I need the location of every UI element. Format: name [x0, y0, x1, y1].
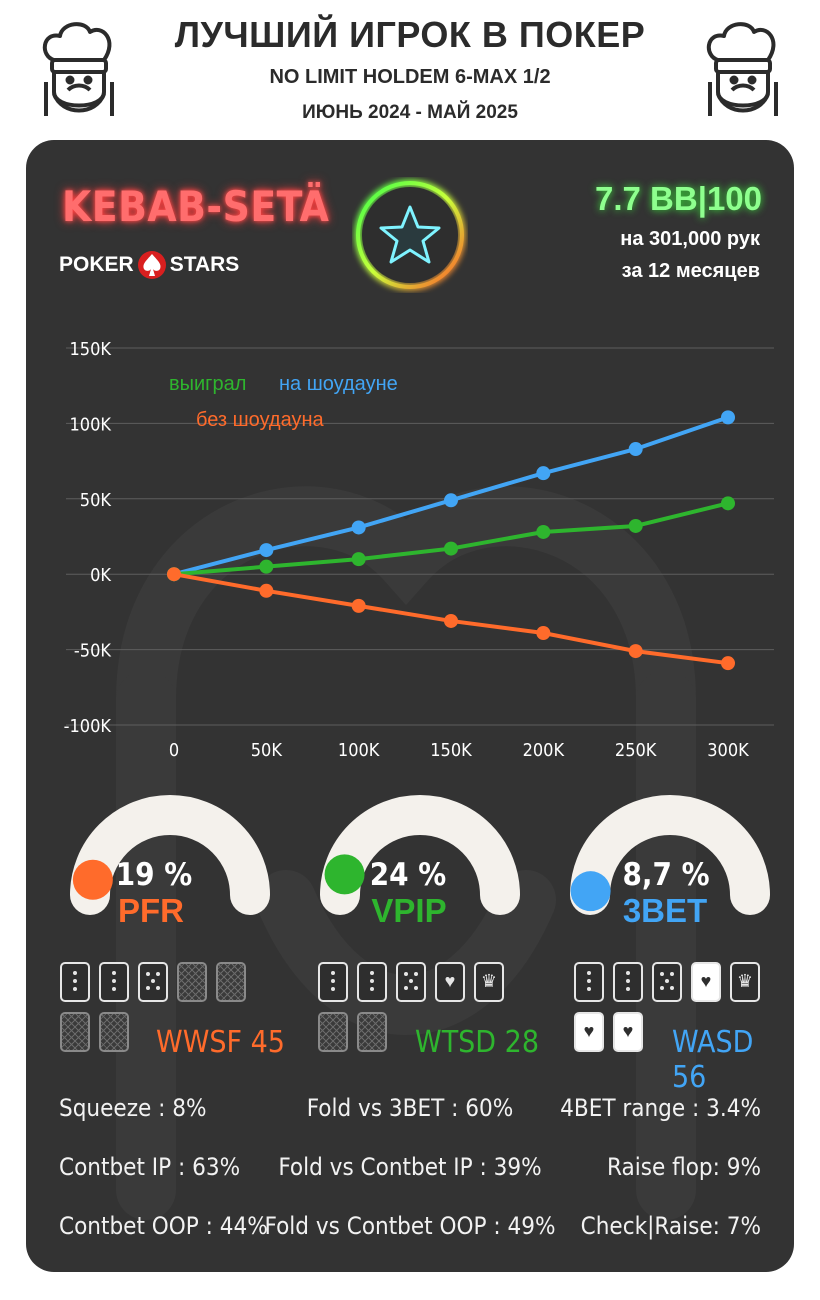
y-tick-label: 50K: [80, 490, 112, 511]
card-five-icon: [138, 962, 168, 1002]
card-back-icon: [318, 1012, 348, 1052]
data-point: [259, 543, 274, 558]
spade-star-icon: [137, 251, 166, 279]
vpip-gauge: [320, 795, 520, 915]
x-tick-label: 300K: [707, 740, 749, 760]
y-tick-label: 0K: [90, 565, 111, 586]
data-point: [628, 644, 643, 659]
card-heart-icon: ♥: [574, 1012, 604, 1052]
card-back-icon: [60, 1012, 90, 1052]
card-two-icon: [318, 962, 348, 1002]
gauge-indicator: [570, 871, 611, 912]
card-heart-icon: ♥: [435, 962, 465, 1002]
legend-item: выиграл: [169, 373, 246, 395]
logo-text-left: POKER: [59, 253, 134, 276]
period: за 12 месяцев: [621, 260, 760, 282]
x-tick-label: 0: [169, 740, 179, 760]
card-two-icon: [357, 962, 387, 1002]
3bet-label: 3BET: [622, 892, 708, 929]
data-point: [351, 520, 366, 535]
x-tick-label: 200K: [523, 740, 565, 760]
card-two-icon: [99, 962, 129, 1002]
stat-fold-vs-contbet-oop: Fold vs Contbet OOP : 49%: [264, 1212, 556, 1240]
data-point: [444, 493, 458, 508]
stat-contbet-oop: Contbet OOP : 44%: [59, 1212, 268, 1240]
stats-card: KEBAB-SETÄ POKER STARS 7.7 BB|100 на 301…: [26, 140, 794, 1272]
data-point: [536, 626, 551, 641]
y-tick-label: -100K: [64, 716, 112, 737]
stat-contbet-ip: Contbet IP : 63%: [59, 1153, 241, 1181]
legend-item: без шоудауна: [196, 409, 325, 431]
data-point: [444, 541, 458, 556]
card-back-icon: [177, 962, 207, 1002]
x-tick-label: 50K: [251, 740, 283, 760]
legend-item: на шоудауне: [279, 373, 398, 395]
data-point: [259, 559, 274, 574]
data-point: [351, 552, 366, 567]
game-type: NO LIMIT HOLDEM 6-MAX 1/2: [269, 66, 551, 88]
card-five-icon: [396, 962, 426, 1002]
series-line: [173, 501, 729, 577]
player-name: KEBAB-SETÄ: [62, 182, 330, 231]
card-two-icon: [60, 962, 90, 1002]
card-crown-icon: ♛: [474, 962, 504, 1002]
card-two-icon: [574, 962, 604, 1002]
card-back-icon: [216, 962, 246, 1002]
stat-check-raise: Check|Raise: 7%: [580, 1212, 761, 1240]
card-five-icon: [652, 962, 682, 1002]
wtsd-label: WTSD 28: [415, 1025, 539, 1060]
data-point: [536, 466, 551, 481]
chef-king-mascot-icon: [43, 22, 114, 116]
data-point: [721, 656, 735, 671]
y-tick-label: 100K: [69, 414, 111, 435]
hands-count: на 301,000 рук: [620, 228, 760, 250]
wasd-label: WASD 56: [672, 1025, 754, 1095]
gauge-indicator: [72, 859, 113, 900]
winnings-line-chart: 150K 100K 50K 0K -50K -100K 0 50K 100K 150K 200K 25…: [64, 339, 774, 760]
star-badge-icon: [354, 179, 466, 291]
y-tick-label: -50K: [74, 641, 111, 662]
card-back-icon: [357, 1012, 387, 1052]
date-range: ИЮНЬ 2024 - МАЙ 2025: [302, 102, 518, 123]
stat-fold-vs-3bet: Fold vs 3BET : 60%: [306, 1094, 514, 1122]
3bet-value: 8,7 %: [622, 857, 710, 893]
data-point: [351, 598, 366, 613]
vpip-label: VPIP: [371, 892, 447, 929]
pfr-value: 19 %: [115, 857, 193, 893]
wwsf-label: WWSF 45: [156, 1025, 285, 1060]
stat-raise-flop: Raise flop: 9%: [606, 1153, 761, 1181]
gauge-indicator: [324, 854, 365, 895]
page-title: ЛУЧШИЙ ИГРОК В ПОКЕР: [174, 14, 646, 55]
data-point: [721, 410, 735, 425]
chef-king-mascot-icon: [707, 22, 778, 116]
stat-fold-vs-contbet-ip: Fold vs Contbet IP : 39%: [278, 1153, 542, 1181]
pokerstars-logo: POKER STARS: [59, 250, 239, 280]
card-heart-icon: ♥: [691, 962, 721, 1002]
data-point: [536, 524, 551, 539]
data-point: [444, 613, 458, 628]
card-back-icon: [99, 1012, 129, 1052]
gauge-track: [70, 795, 270, 915]
data-point: [259, 583, 274, 598]
3bet-gauge: [570, 795, 770, 915]
vpip-value: 24 %: [369, 857, 447, 893]
x-tick-label: 100K: [338, 740, 380, 760]
data-point: [721, 496, 735, 511]
stat-squeeze: Squeeze : 8%: [59, 1094, 207, 1122]
data-point: [628, 518, 643, 533]
y-tick-label: 150K: [69, 339, 111, 360]
card-crown-icon: ♛: [730, 962, 760, 1002]
x-tick-label: 150K: [430, 740, 472, 760]
pfr-gauge: [70, 795, 270, 915]
gauge-track: [570, 795, 770, 915]
card-heart-icon: ♥: [613, 1012, 643, 1052]
pfr-label: PFR: [118, 892, 184, 929]
logo-text-right: STARS: [169, 253, 240, 276]
data-point: [628, 442, 643, 457]
card-two-icon: [613, 962, 643, 1002]
winrate: 7.7 BB|100: [595, 180, 762, 217]
stat-4bet-range: 4BET range : 3.4%: [560, 1094, 761, 1122]
x-tick-label: 250K: [615, 740, 657, 760]
data-point: [167, 567, 181, 582]
